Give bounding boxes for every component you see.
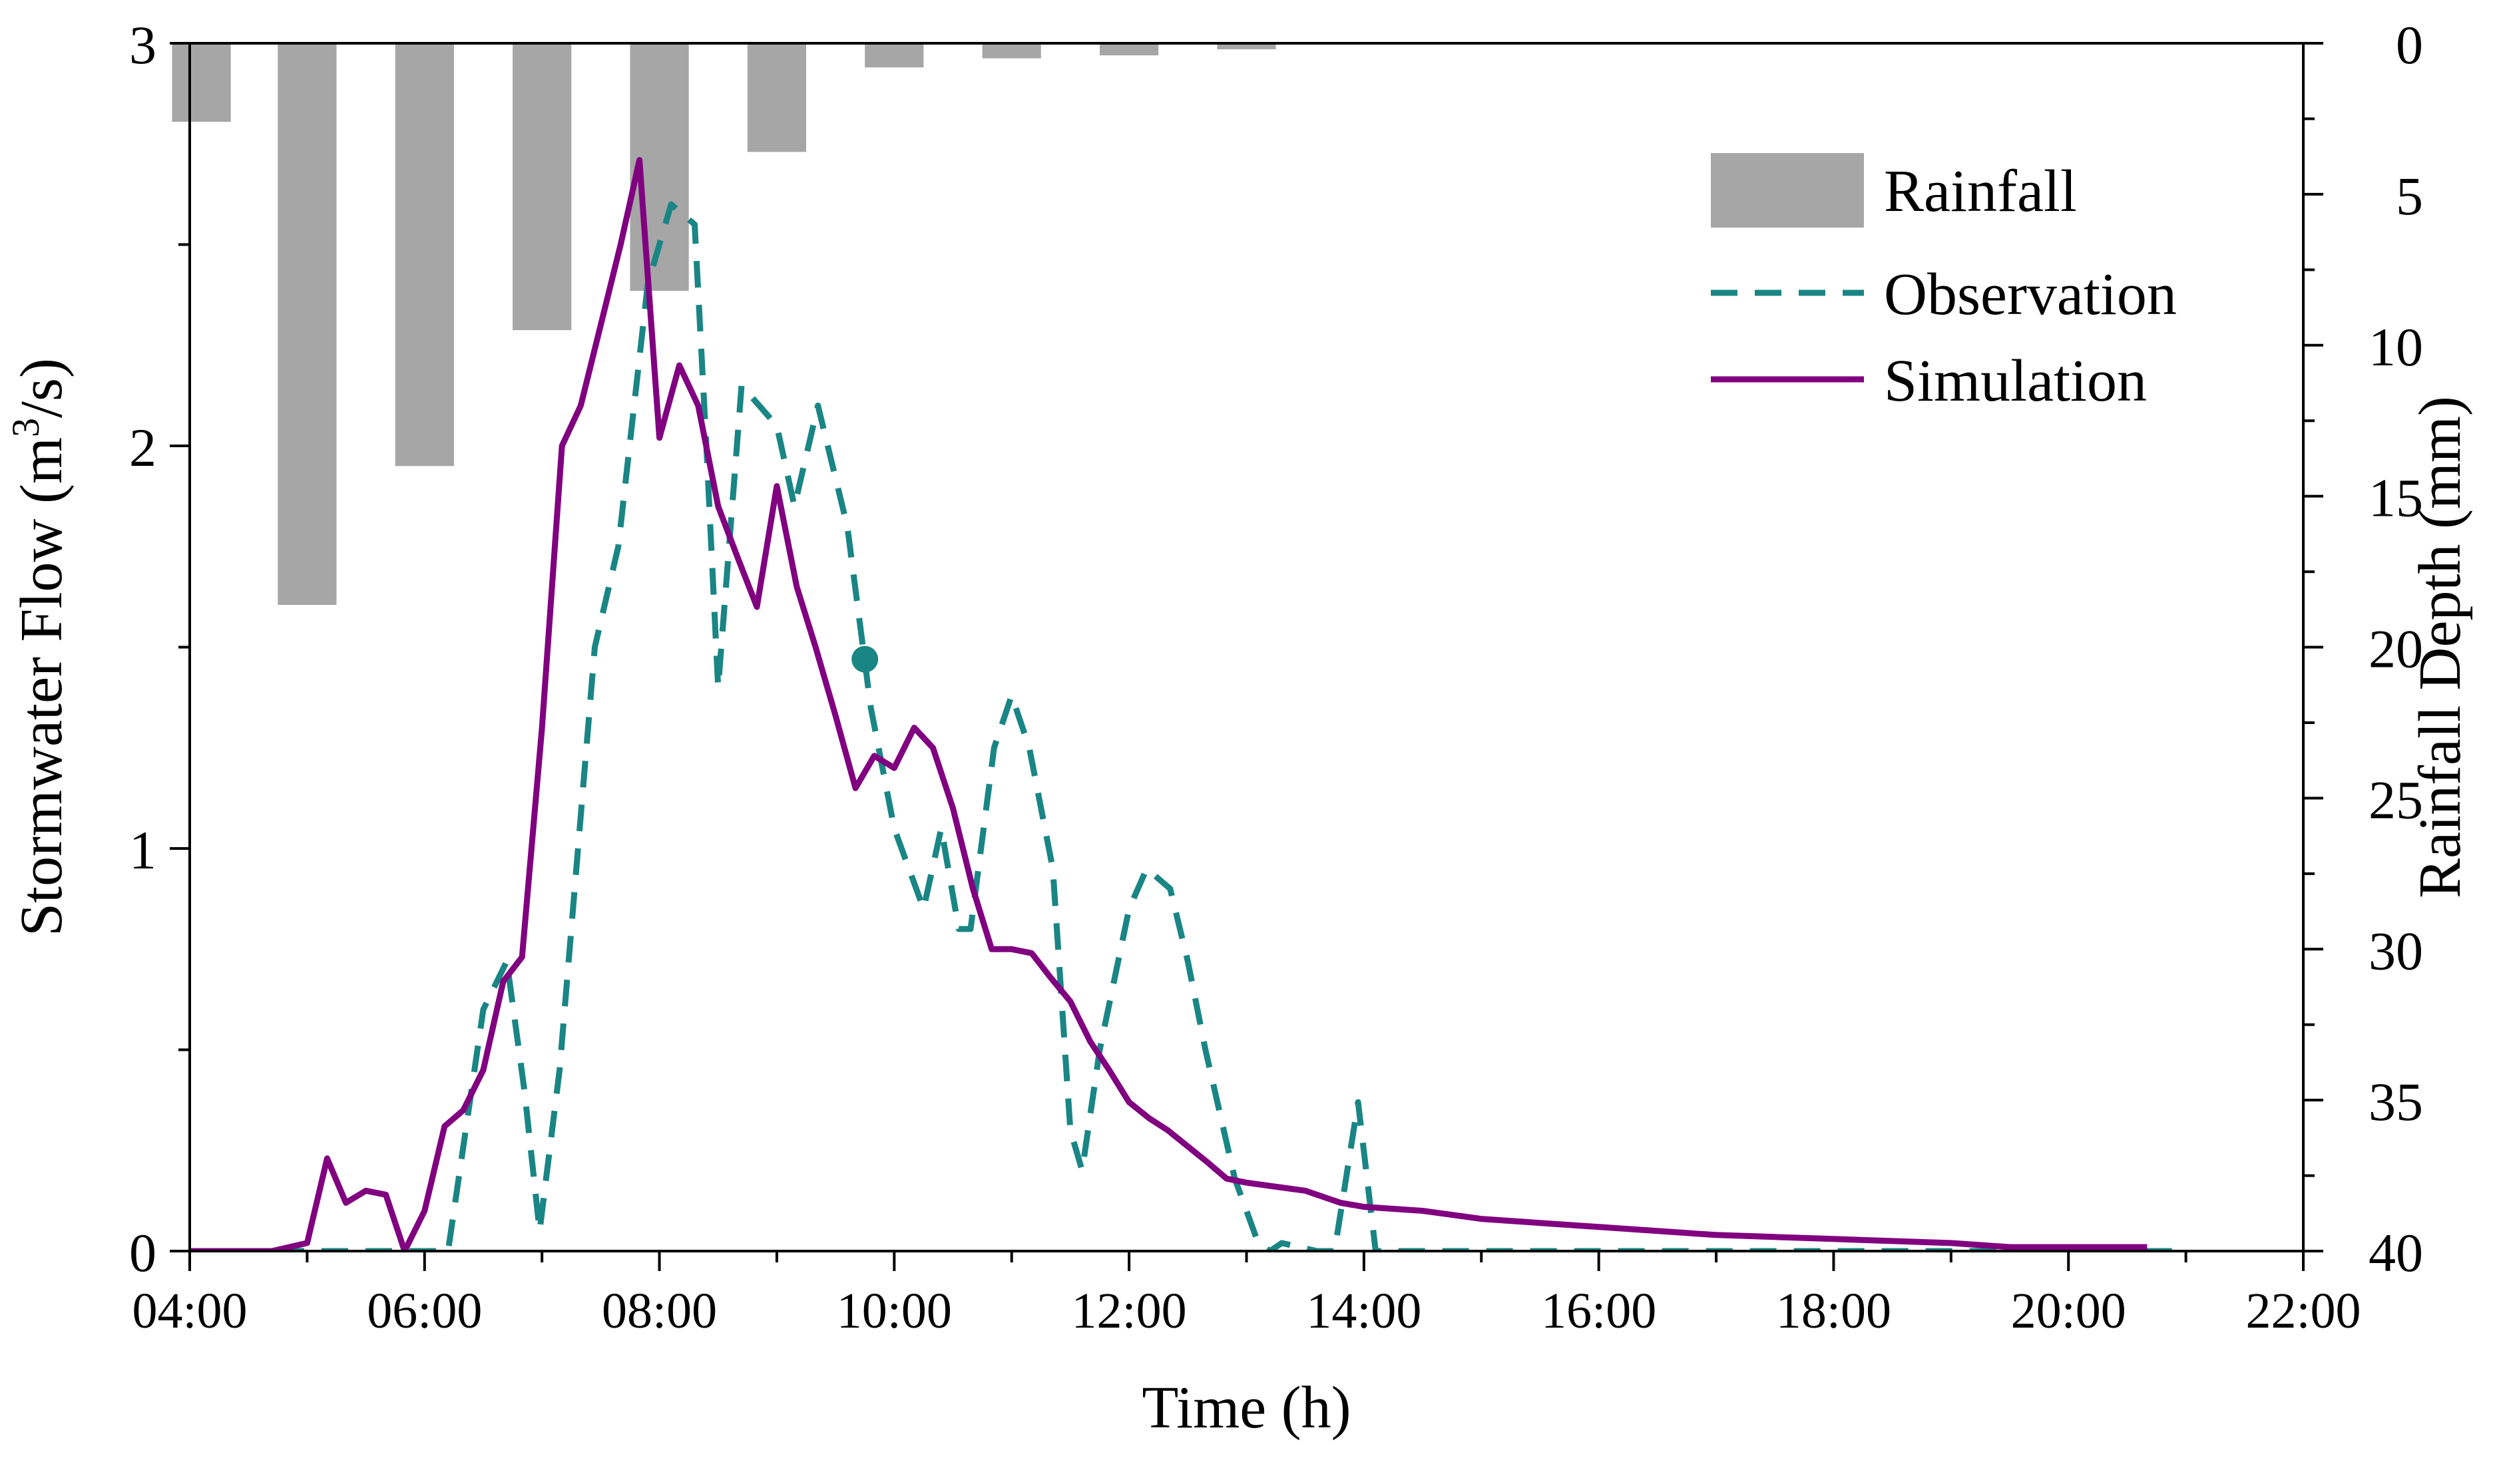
legend-simulation-label: Simulation [1884,348,2147,414]
legend-rainfall-swatch [1711,153,1864,228]
x-tick-label: 20:00 [2011,1283,2126,1339]
simulation-layer [190,157,2148,1251]
rainfall-bar [513,43,572,331]
y-left-axis-label: Stormwater Flow (m3/s) [4,358,75,936]
rainfall-bar [747,43,806,152]
rainfall-bar [172,43,231,122]
rainfall-bar [865,43,924,68]
observation-line [190,201,2186,1251]
y-right-tick-label: 30 [2369,920,2423,981]
y-left-tick-label: 2 [129,417,156,478]
observation-marker [851,646,879,673]
rainfall-bar [982,43,1041,59]
legend: Rainfall Observation Simulation [1711,153,2177,414]
x-tick-label: 06:00 [367,1283,482,1339]
y-right-tick-label: 0 [2396,15,2423,75]
observation-layer [190,201,2186,1251]
y-right-tick-label: 35 [2369,1071,2423,1132]
simulation-line [190,157,2148,1251]
y-right-tick-label: 20 [2369,619,2423,679]
x-tick-label: 10:00 [837,1283,952,1339]
y-right-tick-label: 10 [2369,317,2423,377]
x-tick-label: 16:00 [1541,1283,1656,1339]
y-right-axis-label: Rainfall Depth (mm) [2407,396,2473,898]
legend-observation-label: Observation [1884,262,2177,327]
plot-frame [188,42,2305,1252]
y-left-label-suffix: /s) [9,358,75,418]
x-tick-label: 22:00 [2245,1283,2361,1339]
x-tick-label: 08:00 [602,1283,717,1339]
rainfall-bar [395,43,454,466]
y-left-tick-label: 0 [129,1222,156,1283]
x-tick-label: 18:00 [1776,1283,1891,1339]
y-right-tick-label: 40 [2369,1222,2423,1283]
rainfall-bar [1100,43,1159,56]
rainfall-bar [1217,43,1276,50]
y-left-label-prefix: Stormwater Flow (m [9,437,75,936]
y-left-tick-label: 3 [129,15,156,75]
y-left-tick-label: 1 [129,820,156,880]
x-tick-label: 14:00 [1306,1283,1421,1339]
y-right-axis-ticks: 0 5 10 15 20 25 30 35 40 [2303,15,2423,1283]
x-tick-label: 04:00 [132,1283,247,1339]
y-right-tick-label: 15 [2369,468,2423,528]
legend-rainfall-label: Rainfall [1884,158,2077,224]
x-tick-label: 12:00 [1072,1283,1187,1339]
rainfall-bar [278,43,337,605]
y-left-label-superscript: 3 [4,418,47,437]
y-right-tick-label: 5 [2396,166,2423,226]
marker-layer [851,646,879,673]
y-right-tick-label: 25 [2369,769,2423,830]
x-axis-label: Time (h) [1142,1375,1351,1441]
x-axis-ticks: 04:00 06:00 08:00 10:00 12:00 14:00 16:00 18:00… [132,1251,2361,1339]
y-left-axis-ticks: 0 1 2 3 [129,15,190,1283]
